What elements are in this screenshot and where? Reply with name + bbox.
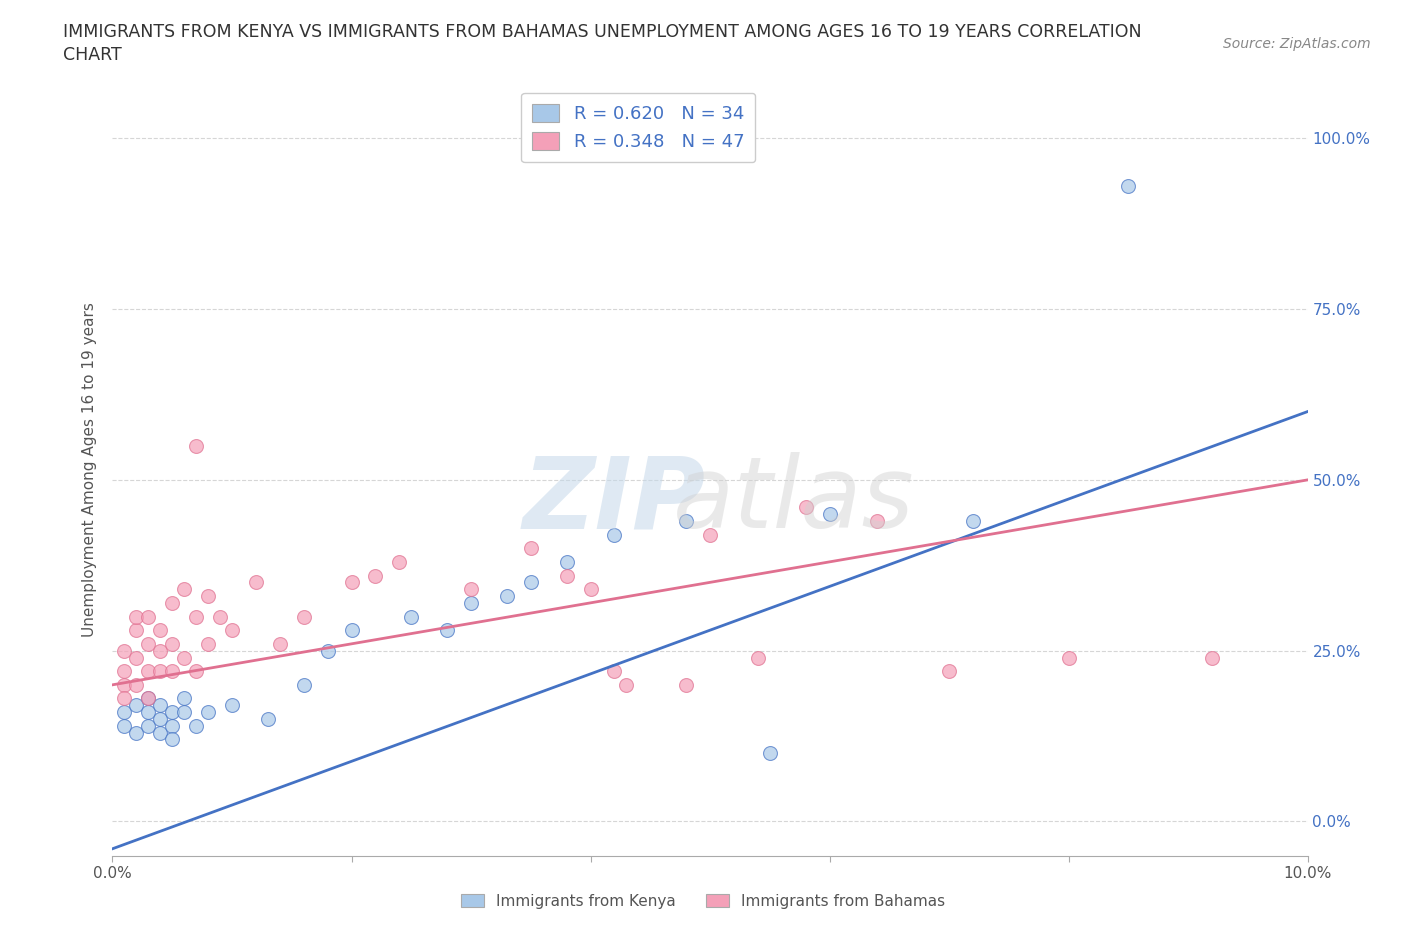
Point [125, 650, 148, 665]
Point [149, 644, 172, 658]
Point [962, 513, 984, 528]
Point [149, 698, 172, 712]
Point [114, 644, 135, 658]
Point [125, 725, 148, 740]
Point [162, 732, 183, 747]
Text: CHART: CHART [63, 46, 122, 64]
Point [138, 636, 160, 651]
Point [114, 677, 135, 692]
Point [138, 664, 160, 679]
Point [209, 609, 232, 624]
Point [496, 589, 519, 604]
Point [603, 527, 626, 542]
Point [675, 513, 697, 528]
Point [460, 582, 482, 597]
Point [436, 623, 458, 638]
Point [173, 691, 195, 706]
Point [149, 623, 172, 638]
Point [866, 513, 889, 528]
Point [364, 568, 387, 583]
Point [138, 705, 160, 720]
Point [555, 554, 578, 569]
Point [173, 650, 195, 665]
Point [197, 589, 219, 604]
Point [269, 636, 291, 651]
Point [245, 575, 267, 590]
Point [149, 711, 172, 726]
Legend: R = 0.620   N = 34, R = 0.348   N = 47: R = 0.620 N = 34, R = 0.348 N = 47 [522, 93, 755, 162]
Point [162, 718, 183, 733]
Point [197, 705, 219, 720]
Point [1057, 650, 1080, 665]
Point [292, 609, 315, 624]
Point [173, 705, 195, 720]
Point [747, 650, 769, 665]
Point [699, 527, 721, 542]
Point [759, 746, 782, 761]
Point [125, 609, 148, 624]
Point [675, 677, 697, 692]
Point [603, 664, 626, 679]
Point [1201, 650, 1223, 665]
Point [114, 664, 135, 679]
Point [520, 575, 543, 590]
Text: ZIP: ZIP [523, 452, 706, 549]
Point [197, 636, 219, 651]
Point [114, 718, 135, 733]
Point [520, 540, 543, 555]
Point [186, 609, 208, 624]
Point [340, 623, 363, 638]
Point [257, 711, 280, 726]
Point [162, 636, 183, 651]
Point [292, 677, 315, 692]
Point [316, 644, 339, 658]
Point [138, 691, 160, 706]
Point [616, 677, 638, 692]
Point [1118, 179, 1140, 193]
Text: atlas: atlas [673, 452, 914, 549]
Point [221, 698, 243, 712]
Point [938, 664, 960, 679]
Point [340, 575, 363, 590]
Point [388, 554, 411, 569]
Point [162, 595, 183, 610]
Point [555, 568, 578, 583]
Point [186, 718, 208, 733]
Point [149, 725, 172, 740]
Point [138, 609, 160, 624]
Point [401, 609, 423, 624]
Point [186, 438, 208, 453]
Y-axis label: Unemployment Among Ages 16 to 19 years: Unemployment Among Ages 16 to 19 years [82, 302, 97, 637]
Point [221, 623, 243, 638]
Point [579, 582, 602, 597]
Point [149, 664, 172, 679]
Text: Source: ZipAtlas.com: Source: ZipAtlas.com [1223, 37, 1371, 51]
Text: IMMIGRANTS FROM KENYA VS IMMIGRANTS FROM BAHAMAS UNEMPLOYMENT AMONG AGES 16 TO 1: IMMIGRANTS FROM KENYA VS IMMIGRANTS FROM… [63, 23, 1142, 41]
Point [125, 623, 148, 638]
Point [125, 677, 148, 692]
Legend: Immigrants from Kenya, Immigrants from Bahamas: Immigrants from Kenya, Immigrants from B… [454, 887, 952, 915]
Point [114, 705, 135, 720]
Point [794, 499, 817, 514]
Point [162, 705, 183, 720]
Point [818, 507, 841, 522]
Point [114, 691, 135, 706]
Point [186, 664, 208, 679]
Point [460, 595, 482, 610]
Point [173, 582, 195, 597]
Point [138, 718, 160, 733]
Point [125, 698, 148, 712]
Point [162, 664, 183, 679]
Point [138, 691, 160, 706]
